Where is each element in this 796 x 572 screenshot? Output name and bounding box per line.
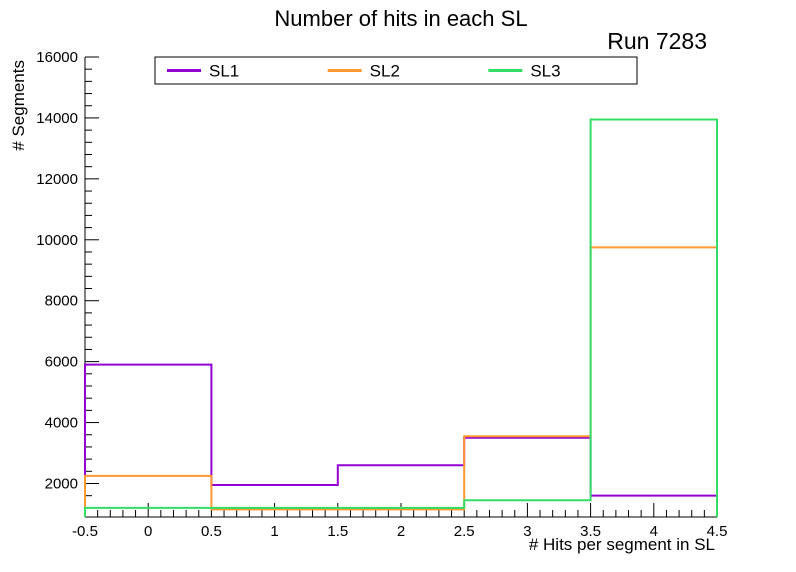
legend-label-SL1: SL1 (209, 62, 239, 81)
x-tick-label: 1 (270, 523, 278, 540)
y-tick-label: 16000 (36, 49, 78, 66)
x-axis-title: # Hits per segment in SL (529, 535, 715, 554)
legend-label-SL2: SL2 (370, 62, 400, 81)
y-tick-label: 6000 (45, 354, 78, 371)
legend: SL1 SL2 SL3 (154, 56, 638, 85)
series-SL3-line (84, 118, 718, 517)
y-tick-label: 14000 (36, 110, 78, 127)
y-axis-ticks: 2000 4000 6000 8000 10000 12000 14000 16000 (36, 49, 99, 509)
legend-label-SL3: SL3 (530, 62, 560, 81)
series-SL1-line (84, 363, 718, 517)
x-tick-label: 3 (523, 523, 531, 540)
x-tick-label: 1.5 (327, 523, 348, 540)
x-tick-label: 2.5 (454, 523, 475, 540)
y-tick-label: 12000 (36, 171, 78, 188)
y-tick-label: 4000 (45, 415, 78, 432)
y-tick-label: 10000 (36, 232, 78, 249)
y-tick-label: 2000 (45, 475, 78, 492)
y-axis-title: # Segments (9, 60, 28, 151)
x-tick-label: 0 (144, 523, 152, 540)
run-annotation: Run 7283 (607, 28, 707, 54)
legend-box (154, 56, 638, 85)
x-tick-label: 3.5 (580, 523, 601, 540)
chart-title: Number of hits in each SL (274, 6, 527, 31)
series-SL2-line (84, 246, 718, 517)
x-tick-label: 0.5 (201, 523, 222, 540)
x-tick-label: 4 (650, 523, 658, 540)
plot-area: 2000 4000 6000 8000 10000 12000 14000 16000 -0.5… (36, 49, 727, 540)
x-tick-label: -0.5 (72, 523, 98, 540)
y-tick-label: 8000 (45, 293, 78, 310)
x-tick-label: 4.5 (707, 523, 728, 540)
x-tick-label: 2 (397, 523, 405, 540)
